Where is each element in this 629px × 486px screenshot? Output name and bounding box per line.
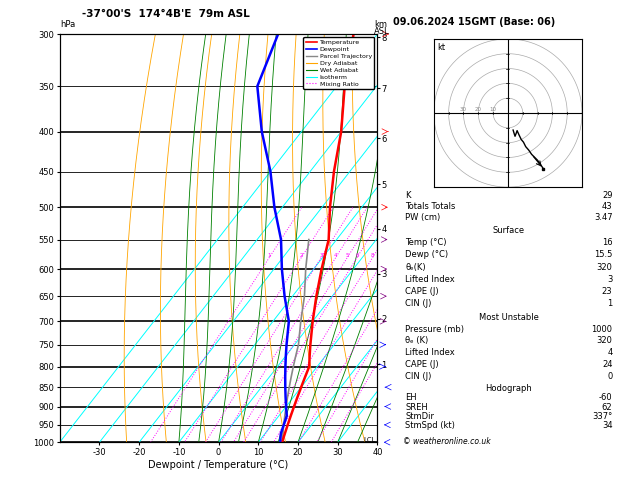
Text: -60: -60 [599, 393, 613, 402]
Text: -37°00'S  174°4B'E  79m ASL: -37°00'S 174°4B'E 79m ASL [82, 9, 250, 19]
Text: Hodograph: Hodograph [486, 384, 532, 393]
Text: 09.06.2024 15GMT (Base: 06): 09.06.2024 15GMT (Base: 06) [393, 17, 555, 27]
Text: 1: 1 [267, 253, 271, 258]
Text: 320: 320 [596, 262, 613, 272]
Text: 6: 6 [355, 253, 359, 258]
Text: km: km [374, 20, 387, 29]
Text: 29: 29 [602, 191, 613, 200]
Text: 1: 1 [607, 299, 613, 308]
Text: 23: 23 [602, 287, 613, 296]
X-axis label: Dewpoint / Temperature (°C): Dewpoint / Temperature (°C) [148, 460, 289, 469]
Text: 4: 4 [334, 253, 337, 258]
Text: Most Unstable: Most Unstable [479, 313, 539, 322]
Text: kt: kt [437, 43, 445, 52]
Text: 3: 3 [607, 275, 613, 284]
Text: 34: 34 [602, 421, 613, 430]
Text: 5: 5 [345, 253, 349, 258]
Text: © weatheronline.co.uk: © weatheronline.co.uk [403, 437, 490, 447]
Text: 10: 10 [489, 106, 496, 111]
Text: 0: 0 [607, 372, 613, 381]
Text: 24: 24 [602, 360, 613, 369]
Text: 15.5: 15.5 [594, 250, 613, 260]
Text: Temp (°C): Temp (°C) [405, 238, 447, 247]
Text: θₑ (K): θₑ (K) [405, 336, 428, 346]
Text: CAPE (J): CAPE (J) [405, 360, 439, 369]
Text: K: K [405, 191, 411, 200]
Text: 43: 43 [602, 202, 613, 210]
Legend: Temperature, Dewpoint, Parcel Trajectory, Dry Adiabat, Wet Adiabat, Isotherm, Mi: Temperature, Dewpoint, Parcel Trajectory… [303, 37, 374, 89]
Text: 16: 16 [602, 238, 613, 247]
Text: StmDir: StmDir [405, 412, 434, 421]
Text: CIN (J): CIN (J) [405, 299, 431, 308]
Text: 1000: 1000 [591, 325, 613, 334]
Text: 320: 320 [596, 336, 613, 346]
Text: θₑ(K): θₑ(K) [405, 262, 426, 272]
Text: ASL: ASL [374, 27, 390, 36]
Text: 337°: 337° [592, 412, 613, 421]
Text: 62: 62 [602, 402, 613, 412]
Text: CIN (J): CIN (J) [405, 372, 431, 381]
Text: StmSpd (kt): StmSpd (kt) [405, 421, 455, 430]
Text: Dewp (°C): Dewp (°C) [405, 250, 448, 260]
Text: Lifted Index: Lifted Index [405, 275, 455, 284]
Text: 20: 20 [475, 106, 482, 111]
Text: Pressure (mb): Pressure (mb) [405, 325, 464, 334]
Text: 3: 3 [320, 253, 323, 258]
Text: 2: 2 [299, 253, 303, 258]
Text: SREH: SREH [405, 402, 428, 412]
Text: 8: 8 [371, 253, 374, 258]
Text: LCL: LCL [363, 437, 376, 443]
Text: 3.47: 3.47 [594, 212, 613, 222]
Text: hPa: hPa [60, 20, 75, 29]
Text: 30: 30 [460, 106, 467, 111]
Text: Totals Totals: Totals Totals [405, 202, 455, 210]
Text: Lifted Index: Lifted Index [405, 348, 455, 357]
Text: CAPE (J): CAPE (J) [405, 287, 439, 296]
Text: Surface: Surface [493, 226, 525, 235]
Text: PW (cm): PW (cm) [405, 212, 440, 222]
Text: 4: 4 [607, 348, 613, 357]
Text: EH: EH [405, 393, 417, 402]
